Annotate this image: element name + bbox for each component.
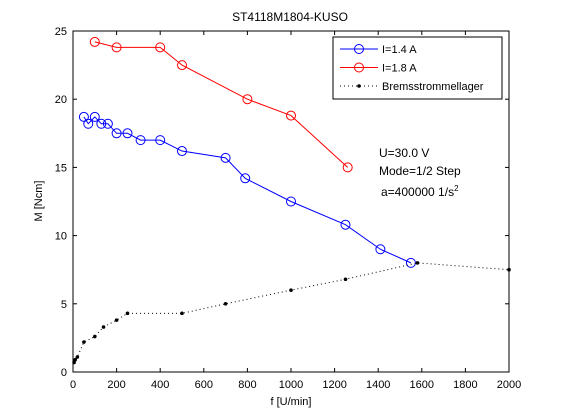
data-point <box>72 360 76 365</box>
data-point <box>111 128 122 139</box>
data-point <box>375 244 386 255</box>
legend-entry-2: I=1.8 A <box>340 62 417 75</box>
y-tick-label: 5 <box>61 299 67 311</box>
data-point <box>155 42 166 53</box>
data-point <box>180 311 184 316</box>
x-tick-label: 1200 <box>322 379 346 391</box>
legend-marker <box>357 84 361 88</box>
data-point <box>122 128 133 139</box>
x-tick-label: 1400 <box>366 379 390 391</box>
data-point <box>507 267 511 272</box>
y-tick-label: 20 <box>55 94 67 106</box>
data-point <box>83 118 94 129</box>
x-tick-label: 1800 <box>453 379 477 391</box>
data-point <box>289 288 293 292</box>
annotation-acceleration-exponent: 2 <box>454 184 459 193</box>
series-2 <box>89 36 353 173</box>
y-tick-label: 15 <box>55 162 67 174</box>
data-point <box>125 311 130 316</box>
data-point <box>102 118 113 129</box>
series-line <box>94 41 349 168</box>
data-point <box>73 357 77 362</box>
data-point <box>135 135 146 146</box>
legend-entry-3: Bremsstrommellager <box>340 81 484 93</box>
legend: I=1.4 A I=1.8 A Bremsstrommellager <box>332 36 503 100</box>
legend-label: I=1.4 A <box>382 44 417 56</box>
x-tick-label: 1600 <box>410 379 434 391</box>
x-axis: 0 200 400 600 800 1000 1200 1400 1600 1800 2000 <box>70 31 521 391</box>
legend-marker <box>354 62 364 73</box>
data-point <box>223 302 228 306</box>
annotation-acceleration-base: a=400000 1/s <box>381 185 454 199</box>
legend-marker <box>354 44 364 54</box>
x-tick-label: 0 <box>70 379 76 391</box>
x-tick-label: 200 <box>107 379 125 391</box>
data-point <box>415 261 420 265</box>
legend-label: I=1.8 A <box>382 63 417 75</box>
y-tick-label: 25 <box>55 26 67 38</box>
data-point <box>340 219 351 230</box>
annotation-acceleration: a=400000 1/s2 <box>381 184 459 199</box>
data-point <box>93 334 97 339</box>
data-point <box>101 325 106 329</box>
data-point <box>242 94 253 105</box>
y-axis: 0 5 10 15 20 25 <box>55 26 509 379</box>
chart-title: ST4118M1804-KUSO <box>232 10 348 24</box>
data-point <box>89 36 100 47</box>
y-tick-label: 10 <box>55 231 67 243</box>
x-tick-label: 400 <box>151 379 169 391</box>
data-point <box>220 152 231 163</box>
data-point <box>89 111 100 122</box>
data-point <box>155 135 166 146</box>
legend-entry-1: I=1.4 A <box>340 44 417 56</box>
annotation-mode: Mode=1/2 Step <box>379 164 461 178</box>
parameter-annotation: U=30.0 V Mode=1/2 Step a=400000 1/s2 <box>379 146 461 199</box>
data-point <box>114 318 119 322</box>
annotation-voltage: U=30.0 V <box>379 146 429 160</box>
data-point <box>96 118 107 129</box>
legend-label: Bremsstrommellager <box>382 81 484 93</box>
data-point <box>177 60 187 71</box>
data-point <box>342 162 353 173</box>
y-tick-label: 0 <box>61 367 67 379</box>
data-point <box>111 42 122 53</box>
data-point <box>82 340 86 344</box>
x-tick-label: 600 <box>195 379 213 391</box>
data-point <box>343 277 348 282</box>
x-tick-label: 2000 <box>497 379 521 391</box>
x-tick-label: 800 <box>238 379 256 391</box>
y-axis-label: M [Ncm] <box>33 181 45 222</box>
data-point <box>177 146 187 157</box>
data-point <box>75 355 80 359</box>
series-3 <box>72 261 511 365</box>
x-tick-label: 1000 <box>279 379 303 391</box>
data-point <box>286 196 296 207</box>
data-point <box>286 110 296 121</box>
x-axis-label: f [U/min] <box>271 396 312 408</box>
series-layer <box>72 36 511 365</box>
series-1 <box>78 111 416 268</box>
data-point <box>240 173 251 184</box>
